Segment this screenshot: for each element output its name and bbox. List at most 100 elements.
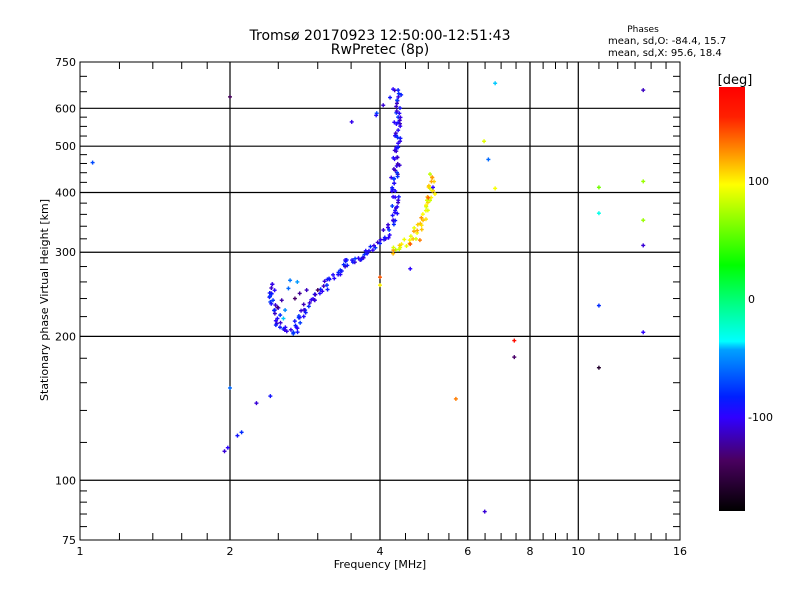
o-trace-point xyxy=(396,141,401,146)
noise-point xyxy=(596,303,601,308)
x-trace-point xyxy=(420,212,425,217)
x-trace-point xyxy=(424,203,429,208)
o-trace-point xyxy=(390,213,395,218)
x-trace-point xyxy=(423,217,428,222)
o-trace-point xyxy=(301,314,306,319)
noise-point xyxy=(374,113,379,118)
x-trace-point xyxy=(397,243,402,248)
o-trace-point xyxy=(301,302,306,307)
o-trace-point xyxy=(339,269,344,274)
noise-point xyxy=(235,433,240,438)
noise-point xyxy=(228,94,232,99)
o-trace-point xyxy=(396,145,401,150)
x-trace-point xyxy=(402,237,407,242)
o-trace-point xyxy=(278,313,283,318)
y-tick-label: 300 xyxy=(55,246,76,259)
o-trace-point xyxy=(365,251,370,256)
x-trace-point xyxy=(425,200,430,205)
o-trace-point xyxy=(392,176,397,181)
o-trace-point xyxy=(396,88,401,93)
y-tick-label: 200 xyxy=(55,330,76,343)
o-trace-point xyxy=(362,252,367,257)
noise-point xyxy=(596,185,601,190)
noise-point xyxy=(641,330,646,335)
o-trace-point xyxy=(353,256,358,261)
o-trace-point xyxy=(397,111,402,116)
o-trace-point xyxy=(371,243,376,248)
o-trace-point xyxy=(368,244,373,249)
o-trace-point xyxy=(361,255,366,260)
o-trace-point xyxy=(272,308,277,313)
o-trace-point xyxy=(397,106,402,111)
o-trace-point xyxy=(298,320,303,325)
x-trace-point xyxy=(426,195,431,200)
noise-point xyxy=(408,266,413,271)
o-trace-point xyxy=(393,208,398,213)
noise-point xyxy=(225,445,230,450)
x-trace-point xyxy=(412,225,417,230)
noise-point xyxy=(222,449,227,454)
x-tick-label: 4 xyxy=(377,545,384,558)
noise-point xyxy=(239,430,244,435)
x-trace-point xyxy=(428,172,433,177)
noise-point xyxy=(482,509,487,514)
x-trace-point xyxy=(408,234,413,239)
o-trace-point xyxy=(395,170,400,175)
o-trace-point xyxy=(282,327,287,332)
o-trace-point xyxy=(350,258,355,263)
noise-point xyxy=(641,179,646,184)
o-trace-point xyxy=(394,104,399,109)
stats-o: mean, sd,O: -84.4, 15.7 xyxy=(608,36,726,47)
o-trace-point xyxy=(382,235,387,240)
x-trace-point xyxy=(419,227,424,232)
o-trace-point xyxy=(283,308,288,313)
o-trace-point xyxy=(391,222,396,227)
o-trace-point xyxy=(396,120,401,125)
x-trace-point xyxy=(417,238,422,243)
x-tick-label: 6 xyxy=(464,545,471,558)
noise-point xyxy=(378,283,382,288)
chart-title: Tromsø 20170923 12:50:00-12:51:43 xyxy=(249,28,511,44)
noise-point xyxy=(453,396,458,401)
o-trace-point xyxy=(395,135,400,140)
o-trace-point xyxy=(295,326,300,331)
o-trace-point xyxy=(275,316,280,321)
o-trace-point xyxy=(395,161,400,166)
x-tick-label: 2 xyxy=(227,545,234,558)
o-trace-point xyxy=(279,298,284,303)
noise-point xyxy=(90,160,95,165)
stats-x: mean, sd,X: 95.6, 18.4 xyxy=(608,48,722,59)
o-trace-point xyxy=(269,291,274,296)
y-tick-label: 500 xyxy=(55,140,76,153)
x-trace-point xyxy=(432,191,437,196)
o-trace-point xyxy=(317,291,322,296)
o-trace-point xyxy=(343,258,348,263)
o-trace-point xyxy=(390,204,395,209)
o-trace-point xyxy=(395,174,400,179)
o-trace-point xyxy=(295,279,300,284)
noise-point xyxy=(512,338,517,343)
o-trace-point xyxy=(386,235,391,240)
noise-point xyxy=(596,365,601,370)
o-trace-point xyxy=(391,167,396,172)
x-tick-label: 16 xyxy=(673,545,687,558)
o-trace-point xyxy=(288,327,293,332)
o-trace-point xyxy=(393,195,398,200)
o-trace-point xyxy=(393,131,398,136)
y-tick-label: 400 xyxy=(55,186,76,199)
o-trace-point xyxy=(386,222,391,227)
o-trace-point xyxy=(307,300,312,305)
noise-point xyxy=(268,394,273,399)
o-trace-point xyxy=(272,288,277,293)
y-tick-label: 600 xyxy=(55,102,76,115)
o-trace-point xyxy=(278,320,283,325)
o-trace-point xyxy=(302,307,307,312)
o-trace-point xyxy=(395,155,400,160)
noise-point xyxy=(493,186,498,191)
o-trace-point xyxy=(275,305,280,310)
colorbar-tick-label: 100 xyxy=(748,175,769,188)
o-trace-point xyxy=(359,257,364,262)
o-trace-point xyxy=(320,289,325,294)
plot-frame xyxy=(79,61,681,541)
axis-ticks: 1 2 4 6 8 10 16 75 100 200 300 400 500 600 750 xyxy=(55,56,687,558)
